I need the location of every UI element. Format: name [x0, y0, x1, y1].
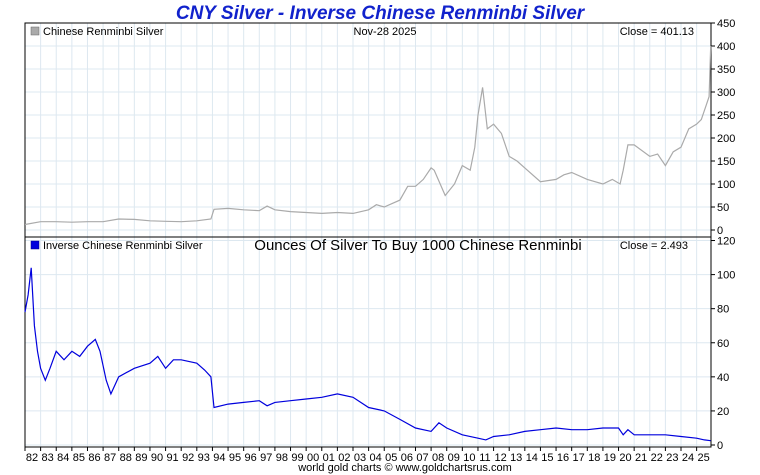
upper-gridlines — [24, 22, 711, 237]
upper-legend-swatch — [30, 26, 40, 36]
lower-plot-frame — [24, 236, 712, 448]
x-tick-label: 99 — [291, 452, 303, 464]
lower-y-ticks: 0 20 40 60 80 100 120 — [711, 236, 735, 452]
lower-tick-label: 20 — [717, 406, 729, 418]
x-tick-label: 06 — [401, 452, 413, 464]
x-tick-label: 98 — [276, 452, 288, 464]
x-tick-label: 10 — [463, 452, 475, 464]
upper-tick-label: 250 — [717, 110, 735, 122]
lower-close-label: Close = 2.493 — [620, 240, 688, 252]
x-tick-label: 07 — [416, 452, 428, 464]
lower-gridlines — [24, 237, 711, 447]
x-tick-label: 23 — [666, 452, 678, 464]
upper-tick-label: 450 — [717, 18, 735, 30]
x-tick-label: 91 — [166, 452, 178, 464]
x-tick-label: 82 — [26, 452, 38, 464]
upper-plot-frame — [24, 22, 712, 238]
lower-tick-label: 80 — [717, 304, 729, 316]
upper-tick-label: 100 — [717, 179, 735, 191]
upper-series-line — [24, 45, 712, 226]
upper-close-label: Close = 401.13 — [620, 26, 694, 38]
upper-tick-label: 50 — [717, 202, 729, 214]
upper-tick-label: 150 — [717, 156, 735, 168]
x-tick-label: 15 — [541, 452, 553, 464]
x-tick-label: 92 — [182, 452, 194, 464]
x-tick-label: 95 — [229, 452, 241, 464]
footer-credit: world gold charts © www.goldchartsrus.co… — [297, 462, 512, 474]
x-tick-label: 03 — [354, 452, 366, 464]
x-tick-label: 93 — [198, 452, 210, 464]
upper-legend-label: Chinese Renminbi Silver — [43, 26, 164, 38]
x-tick-label: 97 — [260, 452, 272, 464]
chart-title: CNY Silver - Inverse Chinese Renminbi Si… — [176, 3, 586, 24]
x-tick-label: 17 — [573, 452, 585, 464]
x-tick-label: 89 — [135, 452, 147, 464]
x-tick-label: 84 — [57, 452, 69, 464]
lower-legend-label: Inverse Chinese Renminbi Silver — [43, 240, 203, 252]
lower-tick-label: 100 — [717, 270, 735, 282]
x-tick-label: 04 — [369, 452, 381, 464]
lower-panel: Inverse Chinese Renminbi Silver Ounces O… — [24, 236, 735, 452]
x-tick-label: 09 — [448, 452, 460, 464]
x-tick-label: 16 — [557, 452, 569, 464]
x-tick-label: 02 — [338, 452, 350, 464]
x-tick-label: 08 — [432, 452, 444, 464]
x-tick-label: 14 — [526, 452, 538, 464]
upper-y-ticks: 0 50 100 150 200 250 300 350 400 450 — [711, 18, 735, 237]
x-tick-label: 88 — [120, 452, 132, 464]
x-tick-label: 87 — [104, 452, 116, 464]
x-tick-label: 11 — [479, 452, 490, 464]
x-tick-label: 90 — [151, 452, 163, 464]
x-tick-label: 19 — [604, 452, 616, 464]
lower-subtitle: Ounces Of Silver To Buy 1000 Chinese Ren… — [254, 237, 581, 254]
x-tick-label: 20 — [619, 452, 631, 464]
upper-tick-label: 350 — [717, 64, 735, 76]
upper-panel: Chinese Renminbi Silver Nov-28 2025 Clos… — [24, 18, 735, 238]
x-tick-label: 00 — [307, 452, 319, 464]
x-tick-label: 01 — [323, 452, 335, 464]
x-tick-label: 86 — [88, 452, 100, 464]
lower-tick-label: 0 — [717, 440, 723, 452]
x-axis-ticks: 82 83 84 85 86 87 88 89 90 91 92 93 94 95 96 97 98 99 00 01… — [24, 447, 710, 464]
x-tick-label: 21 — [635, 452, 647, 464]
upper-tick-label: 300 — [717, 87, 735, 99]
x-tick-label: 18 — [588, 452, 600, 464]
lower-tick-label: 120 — [717, 236, 735, 248]
upper-tick-label: 400 — [717, 41, 735, 53]
lower-tick-label: 40 — [717, 372, 729, 384]
x-tick-label: 05 — [385, 452, 397, 464]
lower-series-line — [24, 267, 711, 442]
x-tick-label: 85 — [73, 452, 85, 464]
lower-legend-swatch — [30, 240, 40, 250]
x-tick-label: 24 — [682, 452, 694, 464]
x-tick-label: 25 — [698, 452, 710, 464]
upper-date-label: Nov-28 2025 — [354, 26, 417, 38]
upper-tick-label: 0 — [717, 225, 723, 237]
x-tick-label: 12 — [494, 452, 506, 464]
x-tick-label: 83 — [41, 452, 53, 464]
upper-tick-label: 200 — [717, 133, 735, 145]
x-tick-label: 22 — [651, 452, 663, 464]
lower-tick-label: 60 — [717, 338, 729, 350]
x-tick-label: 13 — [510, 452, 522, 464]
x-tick-label: 96 — [245, 452, 257, 464]
x-tick-label: 94 — [213, 452, 225, 464]
